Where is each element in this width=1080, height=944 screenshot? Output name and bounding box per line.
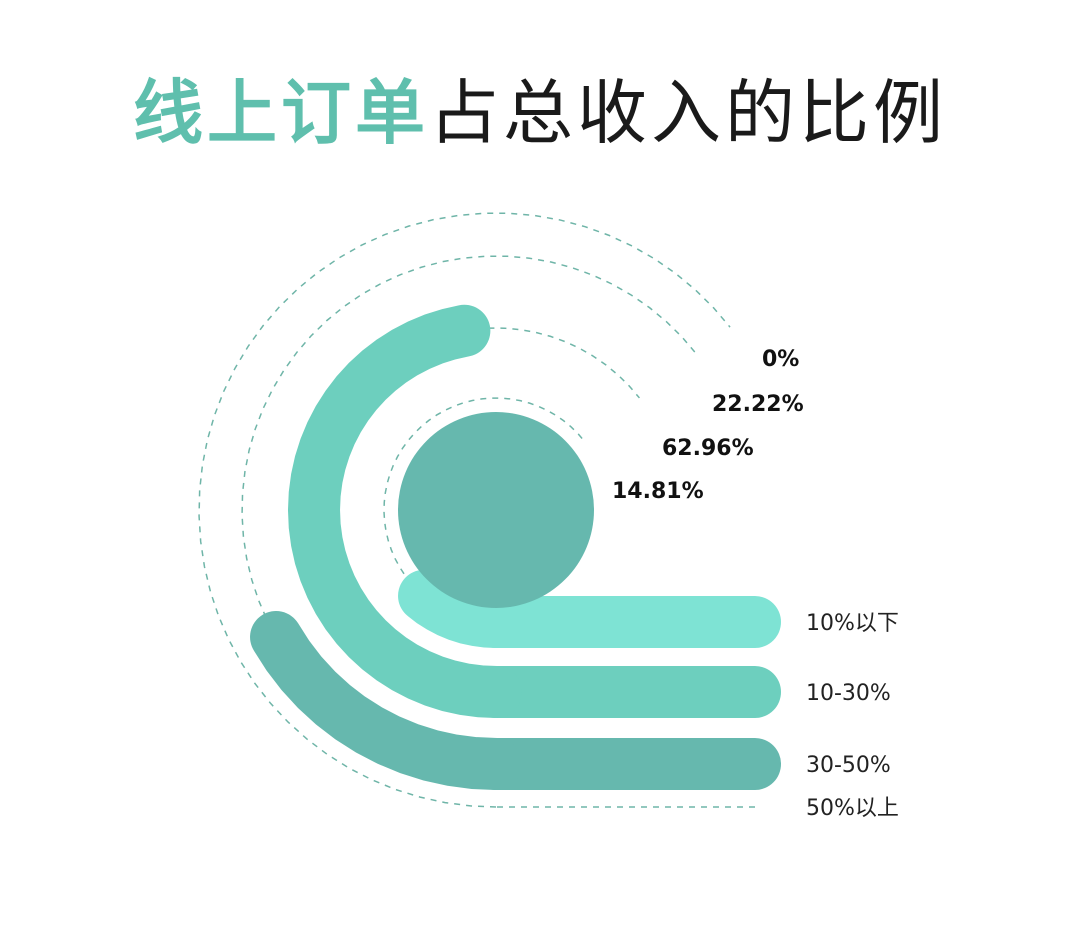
- category-label-1: 30-50%: [806, 753, 891, 778]
- category-label-0: 50%以上: [806, 796, 899, 821]
- chart-title: 线上订单占总收入的比例: [0, 68, 1080, 158]
- value-label-3: 14.81%: [612, 479, 704, 504]
- center-dot: [398, 412, 594, 608]
- bar-arc-2: [287, 304, 522, 718]
- value-label-1: 22.22%: [712, 392, 804, 417]
- value-label-2: 62.96%: [662, 436, 754, 461]
- chart-title-rest: 占总收入的比例: [429, 72, 947, 154]
- category-label-3: 10%以下: [806, 611, 899, 636]
- bar-arc-1: [250, 611, 522, 790]
- guide-arc-0: [198, 212, 731, 808]
- bar-arc-3: [398, 569, 522, 648]
- category-label-2: 10-30%: [806, 681, 891, 706]
- value-label-0: 0%: [762, 347, 799, 372]
- chart-title-highlight: 线上订单: [133, 72, 429, 154]
